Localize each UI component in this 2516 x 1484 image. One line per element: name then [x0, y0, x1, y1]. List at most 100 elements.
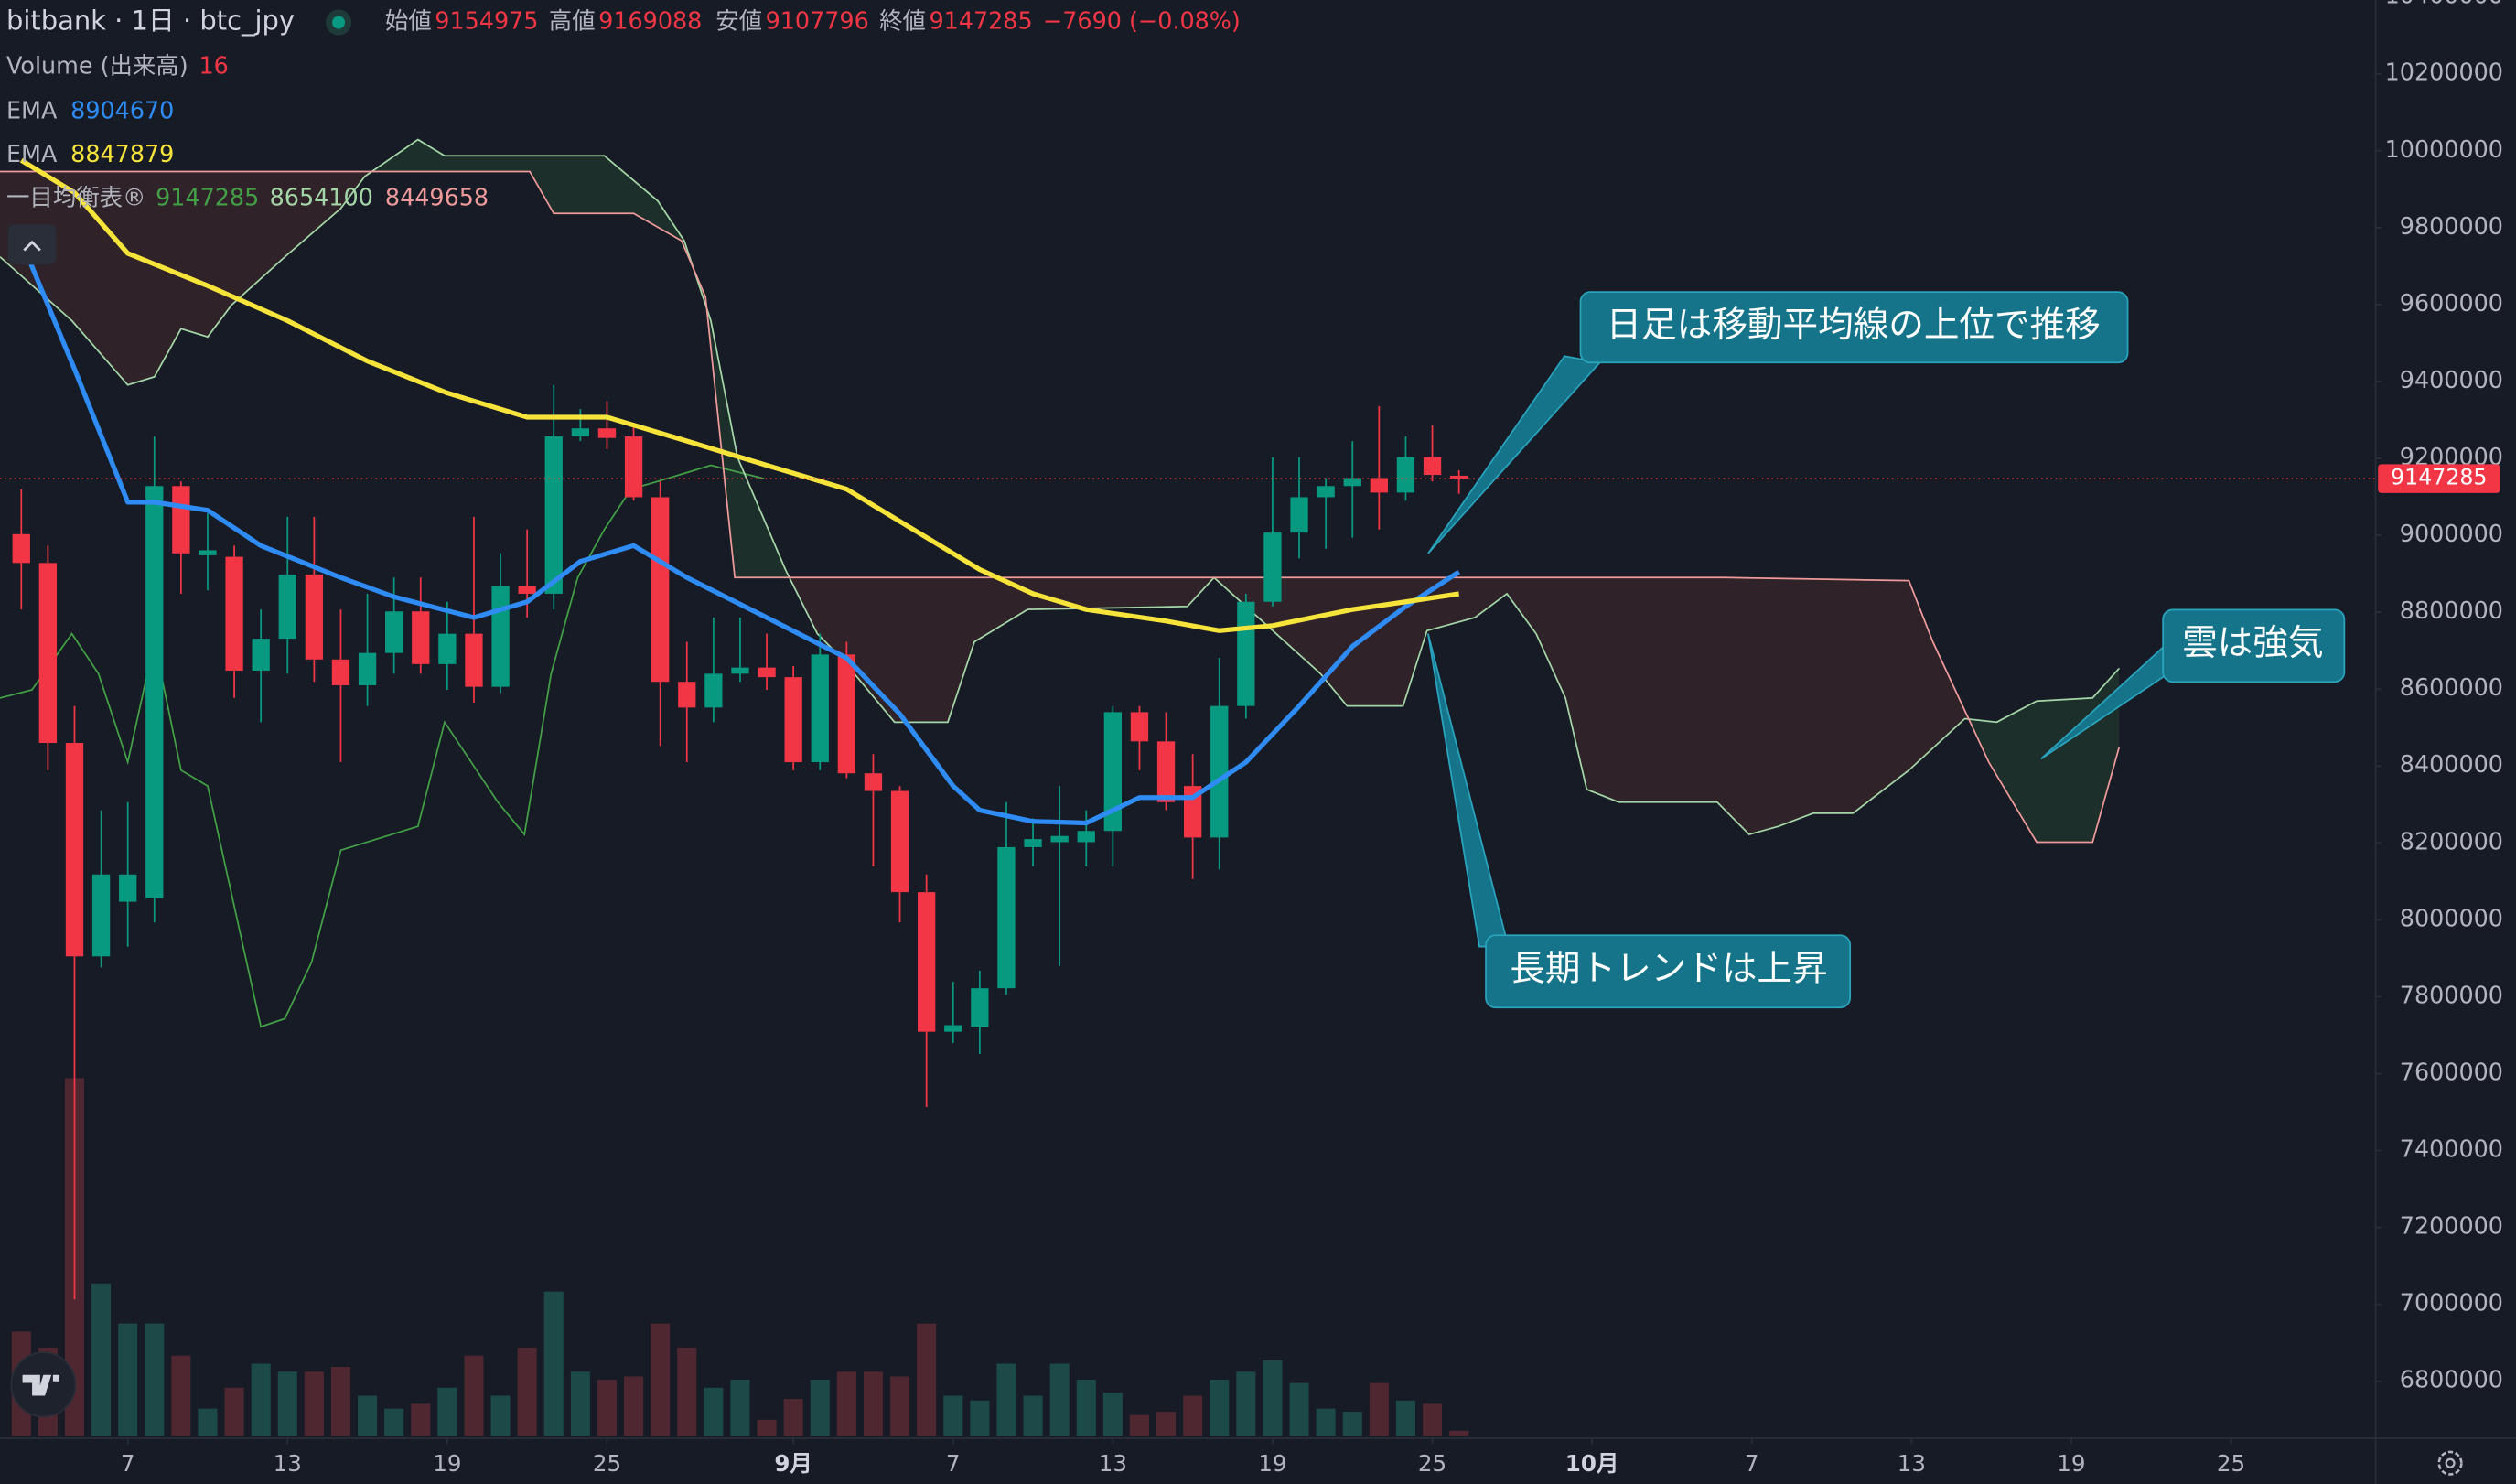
- x-tick-label: 19: [2057, 1450, 2085, 1477]
- candle-body: [678, 682, 696, 708]
- volume-label: Volume (出来高): [6, 52, 188, 80]
- y-tick-label: 7400000: [2400, 1135, 2503, 1163]
- ichimoku-value: 8449658: [385, 183, 489, 210]
- settings-icon: [2445, 1457, 2456, 1468]
- volume-bar: [1183, 1395, 1203, 1436]
- volume-bar: [943, 1395, 963, 1436]
- candle-body: [385, 611, 403, 653]
- x-tick-label: 25: [1418, 1450, 1446, 1477]
- collapse-icon: [23, 240, 41, 252]
- volume-bar: [996, 1363, 1016, 1436]
- candle-body: [1317, 486, 1335, 498]
- candle-body: [518, 586, 536, 594]
- candle-body: [412, 611, 430, 664]
- candle-body: [944, 1025, 962, 1032]
- volume-bar: [783, 1399, 803, 1436]
- volume-bar: [1210, 1380, 1230, 1436]
- collapse-button-bg[interactable]: [7, 224, 57, 265]
- volume-bar: [330, 1366, 350, 1436]
- y-tick-label: 9800000: [2400, 212, 2503, 240]
- volume-bar: [1236, 1371, 1256, 1436]
- high-value: 9169088: [598, 7, 702, 35]
- candle-body: [837, 654, 856, 774]
- candle-body: [465, 633, 483, 687]
- candle-body: [358, 652, 377, 685]
- volume-bar: [1263, 1360, 1283, 1436]
- candle-body: [784, 677, 802, 763]
- volume-bar: [358, 1395, 378, 1436]
- y-tick-label: 8000000: [2400, 904, 2503, 931]
- candle-body: [225, 556, 243, 672]
- legend: bitbank · 1日 · btc_jpy 始値 9154975 高値 916…: [6, 5, 1241, 211]
- y-tick-label: 6800000: [2400, 1366, 2503, 1393]
- volume-bar: [517, 1347, 537, 1436]
- candle-body: [651, 497, 670, 683]
- candle-body: [1156, 741, 1176, 802]
- volume-bar: [198, 1408, 218, 1436]
- volume-bar: [677, 1347, 697, 1436]
- logo[interactable]: [10, 1351, 77, 1418]
- volume-bar: [171, 1355, 191, 1436]
- volume-bar: [810, 1380, 830, 1436]
- candle-body: [890, 790, 909, 893]
- open-value: 9154975: [435, 7, 538, 35]
- collapse-button[interactable]: [7, 224, 57, 265]
- x-tick-label: 19: [1258, 1450, 1286, 1477]
- candle-body: [997, 846, 1016, 989]
- volume-bar: [1076, 1380, 1096, 1436]
- y-tick-label: 7600000: [2400, 1058, 2503, 1085]
- volume-bar: [651, 1323, 671, 1436]
- volume-bar: [757, 1419, 777, 1436]
- candle-body: [199, 550, 217, 555]
- ema-label: EMA: [6, 97, 58, 124]
- ichimoku-lagging: [0, 464, 765, 1028]
- candle-body: [172, 486, 190, 554]
- candle-body: [1343, 478, 1361, 487]
- volume-bar: [1129, 1414, 1149, 1436]
- volume-bar: [464, 1355, 484, 1436]
- volume-bar: [1289, 1382, 1309, 1436]
- x-tick-label: 25: [593, 1450, 621, 1477]
- y-tick-label: 7200000: [2400, 1212, 2503, 1240]
- close-label: 終値: [879, 7, 926, 35]
- last-price-box: [2378, 464, 2500, 493]
- y-tick-label: 10200000: [2385, 59, 2503, 86]
- candle-body: [1210, 705, 1229, 838]
- y-tick-label: 10400000: [2385, 0, 2503, 9]
- ema-line: [18, 240, 1461, 826]
- volume-bar: [277, 1371, 297, 1436]
- volume-bar: [1156, 1412, 1177, 1436]
- ema-value: 8847879: [70, 140, 174, 167]
- candle-body: [731, 667, 749, 674]
- x-tick-label: 13: [1099, 1450, 1127, 1477]
- volume-bar: [1316, 1408, 1336, 1436]
- low-value: 9107796: [766, 7, 869, 35]
- candle-body: [1050, 835, 1069, 843]
- volume-bar: [384, 1408, 404, 1436]
- candle-body: [544, 436, 563, 594]
- volume-bar: [570, 1371, 590, 1436]
- candle-body: [145, 486, 164, 898]
- plot-area: [0, 138, 2375, 1436]
- candle-body: [918, 892, 936, 1032]
- candle-body: [971, 988, 989, 1027]
- x-tick-label: 7: [946, 1450, 961, 1477]
- callout-text: 雲は強気: [2182, 622, 2323, 663]
- ichimoku-label: 一目均衡表®: [6, 183, 145, 210]
- change-value: −7690 (−0.08%): [1043, 7, 1241, 35]
- logo-mark: [22, 1374, 59, 1396]
- callout-text: 長期トレンドは上昇: [1510, 948, 1827, 989]
- volume-bar: [251, 1363, 271, 1436]
- candle-body: [1263, 532, 1282, 602]
- y-tick-label: 8800000: [2400, 597, 2503, 624]
- status-dot: [332, 16, 346, 29]
- settings-button[interactable]: [2437, 1450, 2463, 1476]
- candle-body: [1370, 478, 1388, 493]
- settings-icon[interactable]: [2437, 1450, 2463, 1476]
- volume-bar: [704, 1387, 724, 1436]
- x-tick-label: 25: [2217, 1450, 2245, 1477]
- volume-bar: [91, 1283, 112, 1436]
- volume-bar: [917, 1323, 937, 1436]
- volume-bar: [1449, 1430, 1469, 1436]
